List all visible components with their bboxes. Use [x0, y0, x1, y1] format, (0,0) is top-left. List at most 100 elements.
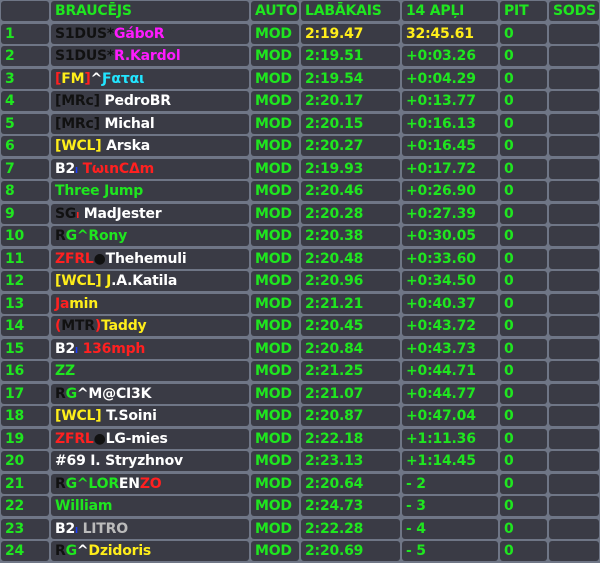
header-pos: [1, 1, 49, 21]
name-segment: FM: [61, 70, 85, 87]
position-cell: 10: [1, 226, 49, 246]
pit-cell: 0: [500, 338, 547, 359]
pit-cell: 0: [500, 136, 547, 156]
pit-cell: 0: [500, 361, 547, 381]
total-time-cell: +0:34.50: [402, 271, 498, 291]
driver-name-cell: S1DUS*GáboR: [51, 23, 249, 44]
best-lap-cell: 2:20.64: [301, 473, 400, 494]
penalty-cell: [549, 428, 599, 449]
pit-cell: 0: [500, 226, 547, 246]
pit-cell: 0: [500, 68, 547, 89]
table-row: 12 [WCL] J.A.Katila MOD 2:20.96 +0:34.50 0: [0, 270, 600, 293]
name-segment: [MRc]: [55, 115, 100, 132]
total-time-cell: - 2: [402, 473, 498, 494]
position-cell: 2: [1, 46, 49, 66]
driver-name-cell: ZZ: [51, 361, 249, 381]
name-segment: GáboR: [114, 25, 165, 42]
car-cell: MOD: [251, 518, 299, 539]
position-cell: 16: [1, 361, 49, 381]
best-lap-cell: 2:23.13: [301, 451, 400, 471]
car-cell: MOD: [251, 383, 299, 404]
name-segment: 136mph: [77, 340, 146, 357]
table-row: 6 [WCL] Arska MOD 2:20.27 +0:16.45 0: [0, 135, 600, 158]
name-segment: R.Kardol: [114, 48, 181, 64]
penalty-cell: [549, 23, 599, 44]
position-cell: 8: [1, 181, 49, 201]
total-time-cell: - 3: [402, 496, 498, 516]
name-segment: ZZ: [55, 363, 75, 379]
name-segment: G^Rony: [65, 228, 128, 244]
car-cell: MOD: [251, 361, 299, 381]
name-segment: #69 I. Stryzhnov: [55, 453, 183, 469]
position-cell: 6: [1, 136, 49, 156]
position-cell: 24: [1, 541, 49, 561]
position-cell: 1: [1, 23, 49, 44]
best-lap-cell: 2:19.93: [301, 158, 400, 179]
car-cell: MOD: [251, 226, 299, 246]
pit-cell: 0: [500, 406, 547, 426]
driver-name-cell: William: [51, 496, 249, 516]
driver-name-cell: [FM]^Ƒαται: [51, 68, 249, 89]
penalty-cell: [549, 383, 599, 404]
name-segment: ₗ: [75, 520, 78, 537]
position-cell: 17: [1, 383, 49, 404]
position-cell: 9: [1, 203, 49, 224]
name-segment: ]: [84, 70, 91, 87]
header-penalty: SODS: [549, 1, 599, 21]
total-time-cell: +0:26.90: [402, 181, 498, 201]
penalty-cell: [549, 136, 599, 156]
pit-cell: 0: [500, 428, 547, 449]
position-cell: 11: [1, 248, 49, 269]
penalty-cell: [549, 541, 599, 561]
best-lap-cell: 2:19.51: [301, 46, 400, 66]
driver-name-cell: RG^Rony: [51, 226, 249, 246]
driver-name-cell: RG^Dzidoris: [51, 541, 249, 561]
table-row: 3 [FM]^Ƒαται MOD 2:19.54 +0:04.29 0: [0, 68, 600, 91]
table-row: 2 S1DUS*R.Kardol MOD 2:19.51 +0:03.26 0: [0, 45, 600, 68]
total-time-cell: +0:43.73: [402, 338, 498, 359]
best-lap-cell: 2:20.46: [301, 181, 400, 201]
name-segment: [WCL]: [55, 408, 102, 424]
position-cell: 7: [1, 158, 49, 179]
header-pit: PIT: [500, 1, 547, 21]
car-cell: MOD: [251, 181, 299, 201]
best-lap-cell: 2:19.47: [301, 23, 400, 44]
position-cell: 20: [1, 451, 49, 471]
table-row: 13 Jamin MOD 2:21.21 +0:40.37 0: [0, 293, 600, 316]
table-row: 11 ZFRL●Thehemuli MOD 2:20.48 +0:33.60 0: [0, 248, 600, 271]
pit-cell: 0: [500, 46, 547, 66]
name-segment: B2: [55, 340, 76, 357]
pit-cell: 0: [500, 271, 547, 291]
car-cell: MOD: [251, 271, 299, 291]
best-lap-cell: 2:20.84: [301, 338, 400, 359]
name-segment: G^LOR: [65, 475, 120, 492]
position-cell: 15: [1, 338, 49, 359]
pit-cell: 0: [500, 293, 547, 314]
name-segment: ZFRL: [55, 430, 94, 447]
name-segment: William: [55, 498, 113, 514]
table-row: 5 [MRc] Michal MOD 2:20.15 +0:16.13 0: [0, 113, 600, 136]
table-row: 9 SGₗ MadJester MOD 2:20.28 +0:27.39 0: [0, 203, 600, 226]
driver-name-cell: B2ₗ LITRO: [51, 518, 249, 539]
penalty-cell: [549, 68, 599, 89]
table-row: 8 Three Jump MOD 2:20.46 +0:26.90 0: [0, 180, 600, 203]
name-segment: R: [55, 228, 66, 244]
driver-name-cell: S1DUS*R.Kardol: [51, 46, 249, 66]
car-cell: MOD: [251, 541, 299, 561]
name-segment: min: [69, 295, 99, 312]
car-cell: MOD: [251, 406, 299, 426]
car-cell: MOD: [251, 203, 299, 224]
table-row: 18 [WCL] T.Soini MOD 2:20.87 +0:47.04 0: [0, 405, 600, 428]
name-segment: T.Soini: [101, 408, 157, 424]
name-segment: (: [55, 318, 62, 334]
total-time-cell: +1:11.36: [402, 428, 498, 449]
penalty-cell: [549, 451, 599, 471]
driver-name-cell: [WCL] T.Soini: [51, 406, 249, 426]
pit-cell: 0: [500, 158, 547, 179]
car-cell: MOD: [251, 46, 299, 66]
car-cell: MOD: [251, 68, 299, 89]
name-segment: ₗ: [76, 205, 80, 222]
header-laps: 14 APĻI: [402, 1, 498, 21]
name-segment: ZO: [139, 475, 162, 492]
